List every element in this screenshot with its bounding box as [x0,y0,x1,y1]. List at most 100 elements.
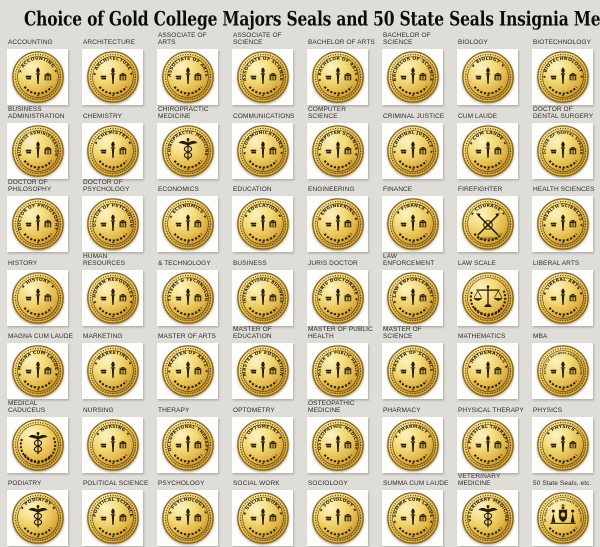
svg-text:★: ★ [261,314,264,318]
svg-text:★: ★ [486,461,489,465]
svg-text:★: ★ [486,535,489,539]
seal-tile-technology[interactable]: SYSTEMS & TECHNOLOGY ★ [157,269,218,326]
seal-tile-osteopathic-medicine[interactable]: OSTEOPATHIC MEDICINE ★ [307,416,368,473]
seal-cell: HEALTH SCIENCES ★ HEALTH SCIENCES ★ ★ [525,179,600,253]
seal-tile-master-of-arts[interactable]: ★ MASTER OF ARTS ★ ★ [157,343,218,399]
seal-tile-cum-laude[interactable]: ★ CUM LAUDE ★ ★ [457,122,518,179]
svg-text:★: ★ [36,167,39,171]
seal-label: THERAPY [158,406,190,414]
seal-tile-mba[interactable]: MASTER OF BUSINESS ADMINISTRATION ★ [532,343,593,399]
seal-tile-master-of-education[interactable]: MASTER OF EDUCATION ★ [232,343,293,399]
seal-cell: DOCTOR OF PHILOSOPHY DOCTOR OF PHILOSOPH… [0,179,75,253]
seal-tile-computer-science[interactable]: ★ COMPUTER SCIENCE ★ ★ [307,122,368,179]
seal-label: ARCHITECTURE [83,39,136,47]
seal-cell: MASTER OF ARTS ★ MASTER OF ARTS ★ ★ [150,326,225,400]
seal-tile-psychology[interactable]: ★ PSYCHOLOGY ★ ★ [157,490,218,546]
seal-tile-law-scale[interactable]: ★ [457,269,518,326]
seal-cell: MARKETING ★ MARKETING ★ ★ [75,326,150,400]
seal-cell: ENGINEERING ★ ENGINEERING ★ ★ [300,179,375,253]
seal-tile-political-science[interactable]: POLITICAL SCIENCE ★ [82,490,143,546]
seal-tile-nursing[interactable]: ★ NURSING ★ ★ [82,416,143,473]
seal-tile-human-resources[interactable]: ★ HUMAN RESOURCES ★ ★ [82,269,143,326]
seal-tile-bachelor-of-science[interactable]: BACHELOR OF SCIENCE ★ [382,49,443,105]
seal-cell: BUSINESS ADMINISTRATION BUSINESS ADMINIS… [0,106,75,180]
seal-tile-bachelor-of-arts[interactable]: ★ BACHELOR OF ARTS ★ ★ [307,49,368,105]
seal-tile-50-state-seals-etc[interactable]: THE GREAT SEAL OF THE STATE OF NEW YORK … [532,490,593,546]
seal-label: COMMUNICATIONS [233,112,295,120]
svg-text:★: ★ [261,94,264,98]
seal-tile-criminal-justice[interactable]: ★ CRIMINAL JUSTICE ★ ★ [382,122,443,179]
seal-label: DOCTOR OF PHILOSOPHY [8,179,52,194]
seal-label: MASTER OF SCIENCE [383,326,422,341]
gold-seal-graphic: ★ MAGNA CUM LAUDE ★ ★ [11,345,64,397]
seal-tile-chemistry[interactable]: ★ CHEMISTRY ★ ★ [82,122,143,179]
gold-seal-graphic: ★ HUMAN RESOURCES ★ ★ [86,271,139,324]
seal-tile-medical-caduceus[interactable]: ★ [7,416,68,473]
gold-seal-graphic: ★ PODIATRY ★ ★ [11,492,64,544]
seal-tile-mathematics[interactable]: ★ MATHEMATICS ★ ★ [457,343,518,399]
seal-tile-communications[interactable]: ★ COMMUNICATIONS ★ ★ [232,122,293,179]
seal-tile-physical-therapy[interactable]: ★ PHYSICAL THERAPY ★ ★ [457,416,518,473]
seal-tile-law-enforcement[interactable]: ★ LAW ENFORCEMENT ★ ★ [382,269,443,326]
seal-tile-juris-doctor[interactable]: ★ JURIS DOCTORATE ★ ★ [307,269,368,326]
svg-text:★: ★ [36,241,39,245]
seal-tile-pharmacy[interactable]: ★ PHARMACY ★ ★ [382,416,443,473]
seal-tile-architecture[interactable]: ★ ARCHITECTURE ★ ★ [82,49,143,105]
seal-tile-finance[interactable]: ★ FINANCE ★ ★ [382,196,443,252]
seal-tile-associate-of-arts[interactable]: ASSOCIATE OF ARTS ★ [157,49,218,105]
seal-tile-engineering[interactable]: ★ ENGINEERING ★ ★ [307,196,368,252]
seal-cell: ECONOMICS ★ ECONOMICS ★ ★ [150,179,225,253]
seal-cell: LAW ENFORCEMENT ★ LAW ENFORCEMENT ★ ★ [375,253,450,327]
seal-tile-master-of-public-health[interactable]: MASTER OF PUBLIC HEALTH ★ [307,343,368,399]
svg-text:★: ★ [111,388,114,392]
seal-tile-chiropractic-medicine[interactable]: CHIROPRACTIC MEDICINE ★ [157,122,218,179]
seal-tile-liberal-arts[interactable]: ★ LIBERAL ARTS ★ ★ [532,269,593,326]
seal-tile-health-sciences[interactable]: ★ HEALTH SCIENCES ★ ★ [532,196,593,252]
seal-label: MATHEMATICS [458,333,506,341]
seal-tile-economics[interactable]: ★ ECONOMICS ★ ★ [157,196,218,252]
seal-tile-master-of-science[interactable]: MASTER OF SCIENCE ★ [382,343,443,399]
seal-tile-magna-cum-laude[interactable]: ★ MAGNA CUM LAUDE ★ ★ [7,343,68,399]
svg-text:★: ★ [336,314,339,318]
gold-seal-graphic: SYSTEMS & TECHNOLOGY ★ [161,271,214,324]
seal-cell: SOCIOLOGY ★ SOCIOLOGY ★ ★ [300,473,375,547]
seal-cell: HISTORY ★ HISTORY ★ ★ [0,253,75,327]
seal-tile-social-work[interactable]: ★ SOCIAL WORK ★ ★ [232,490,293,546]
seal-tile-sociology[interactable]: ★ SOCIOLOGY ★ ★ [307,490,368,546]
gold-seal-graphic: MASTER OF SCIENCE ★ [386,345,439,397]
seal-tile-marketing[interactable]: ★ MARKETING ★ ★ [82,343,143,399]
gold-seal-graphic: ★ [461,271,514,324]
seal-tile-associate-of-science[interactable]: ASSOCIATE OF SCIENCE ★ [232,49,293,105]
seal-tile-optometry[interactable]: ★ OPTOMETRY ★ ★ [232,416,293,473]
seal-tile-therapy[interactable]: OCCUPATIONAL THERAPY ★ [157,416,218,473]
svg-text:DEDICATION: DEDICATION [478,236,498,240]
seal-cell: NURSING ★ NURSING ★ ★ [75,400,150,474]
seal-tile-physics[interactable]: ★ PHYSICS ★ ★ [532,416,593,473]
seal-tile-education[interactable]: ★ EDUCATION ★ ★ [232,196,293,252]
seal-cell: FIREFIGHTER ★ COURAGE ★ DEDICATION [450,179,525,253]
gold-seal-graphic: ★ PHARMACY ★ ★ [386,418,439,471]
gold-seal-graphic: MASTER OF EDUCATION ★ [236,345,289,397]
seal-tile-doctor-of-psychology[interactable]: DOCTOR OF PSYCHOLOGY ★ [82,196,143,252]
seal-cell: BACHELOR OF SCIENCE BACHELOR OF SCIENCE … [375,32,450,106]
seal-cell: LIBERAL ARTS ★ LIBERAL ARTS ★ ★ [525,253,600,327]
seal-tile-biotechnology[interactable]: ★ BIOTECHNOLOGY ★ ★ [532,49,593,105]
seal-tile-summa-cum-laude[interactable]: ★ SUMMA CUM LAUDE ★ ★ [382,490,443,546]
seal-tile-accounting[interactable]: ★ ACCOUNTING ★ ★ [7,49,68,105]
seal-cell: MASTER OF PUBLIC HEALTH MASTER OF PUBLIC… [300,326,375,400]
seal-tile-business[interactable]: INTERNATIONAL BUSINESS ★ [232,269,293,326]
seal-tile-biology[interactable]: ★ BIOLOGY ★ ★ [457,49,518,105]
seal-tile-doctor-of-philosophy[interactable]: DOCTOR OF PHILOSOPHY ★ [7,196,68,252]
seal-tile-business-administration[interactable]: BUSINESS ADMINISTRATION ★ [7,122,68,179]
seal-cell: OSTEOPATHIC MEDICINE OSTEOPATHIC MEDICIN… [300,400,375,474]
seal-tile-history[interactable]: ★ HISTORY ★ ★ [7,269,68,326]
seal-label: PHARMACY [383,406,421,414]
svg-text:★: ★ [561,535,564,539]
seal-cell: FINANCE ★ FINANCE ★ ★ [375,179,450,253]
seal-tile-veterinary-medicine[interactable]: VETERINARY MEDICINE ★ [457,490,518,546]
seal-tile-podiatry[interactable]: ★ PODIATRY ★ ★ [7,490,68,546]
seal-tile-doctor-of-dental-surgery[interactable]: DOCTOR OF DENTAL SURGERY ★ [532,122,593,179]
seal-tile-firefighter[interactable]: ★ COURAGE ★ DEDICATION [457,196,518,252]
gold-seal-graphic: ★ HEALTH SCIENCES ★ ★ [536,198,589,250]
gold-seal-graphic: ASSOCIATE OF ARTS ★ [161,51,214,103]
